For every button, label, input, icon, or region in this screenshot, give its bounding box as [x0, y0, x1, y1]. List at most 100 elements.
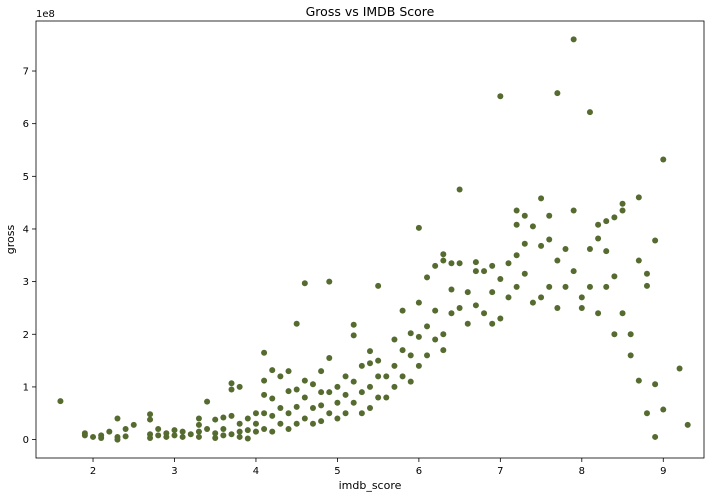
scatter-point — [309, 420, 316, 427]
y-tick-label: 0 — [23, 435, 29, 446]
scatter-point — [326, 354, 333, 361]
scatter-point — [269, 395, 276, 402]
scatter-point — [261, 349, 268, 356]
scatter-point — [586, 109, 593, 116]
scatter-point — [603, 248, 610, 255]
scatter-point — [513, 283, 520, 290]
scatter-point — [309, 404, 316, 411]
scatter-point — [603, 218, 610, 225]
scatter-point — [261, 377, 268, 384]
scatter-point — [220, 432, 227, 439]
scatter-point — [236, 428, 243, 435]
scatter-point — [546, 236, 553, 243]
scatter-point — [432, 307, 439, 314]
scatter-point — [277, 420, 284, 427]
scatter-point — [399, 347, 406, 354]
scatter-point — [309, 381, 316, 388]
scatter-point — [505, 260, 512, 267]
scatter-point — [383, 394, 390, 401]
y-tick-label: 1 — [23, 382, 29, 393]
scatter-point — [285, 388, 292, 395]
scatter-point — [244, 415, 251, 422]
scatter-point — [611, 331, 618, 338]
scatter-point — [619, 310, 626, 317]
scatter-point — [619, 207, 626, 214]
scatter-point — [342, 391, 349, 398]
scatter-point — [285, 410, 292, 417]
scatter-point — [163, 433, 170, 440]
scatter-point — [326, 389, 333, 396]
scatter-point — [375, 373, 382, 380]
scatter-point — [578, 294, 585, 301]
scatter-point — [358, 410, 365, 417]
scatter-point — [562, 245, 569, 252]
y-tick-label: 3 — [23, 277, 29, 288]
scatter-point — [554, 257, 561, 264]
scatter-point — [448, 310, 455, 317]
scatter-point — [424, 274, 431, 281]
x-tick-label: 8 — [579, 466, 585, 477]
x-tick-label: 4 — [253, 466, 259, 477]
scatter-point — [350, 332, 357, 339]
scatter-point — [171, 432, 178, 439]
scatter-point — [448, 286, 455, 293]
scatter-point — [529, 299, 536, 306]
scatter-point — [481, 310, 488, 317]
scatter-point — [652, 237, 659, 244]
scatter-point — [90, 433, 97, 440]
scatter-point — [643, 282, 650, 289]
scatter-point — [440, 251, 447, 258]
scatter-point — [98, 434, 105, 441]
scatter-point — [81, 432, 88, 439]
scatter-point — [334, 399, 341, 406]
y-axis-multiplier: 1e8 — [36, 9, 55, 20]
scatter-point — [432, 336, 439, 343]
scatter-point — [570, 268, 577, 275]
scatter-point — [415, 333, 422, 340]
scatter-point — [301, 280, 308, 287]
scatter-point — [635, 257, 642, 264]
scatter-point — [195, 415, 202, 422]
scatter-point — [415, 362, 422, 369]
scatter-point — [195, 428, 202, 435]
scatter-point — [285, 368, 292, 375]
scatter-point — [456, 304, 463, 311]
scatter-point — [643, 270, 650, 277]
x-axis-label: imdb_score — [339, 479, 402, 492]
scatter-point — [611, 273, 618, 280]
x-tick-label: 9 — [660, 466, 666, 477]
scatter-point — [538, 195, 545, 202]
scatter-point — [652, 381, 659, 388]
scatter-point — [538, 242, 545, 249]
scatter-point — [228, 380, 235, 387]
scatter-point — [521, 240, 528, 247]
scatter-point — [472, 268, 479, 275]
scatter-point — [497, 275, 504, 282]
scatter-point — [603, 283, 610, 290]
scatter-point — [595, 235, 602, 242]
scatter-point — [586, 245, 593, 252]
scatter-point — [489, 320, 496, 327]
scatter-point — [456, 186, 463, 193]
scatter-point — [432, 262, 439, 269]
scatter-point — [318, 402, 325, 409]
scatter-point — [464, 320, 471, 327]
chart-title: Gross vs IMDB Score — [306, 4, 435, 19]
scatter-point — [375, 282, 382, 289]
scatter-point — [472, 302, 479, 309]
scatter-point — [562, 283, 569, 290]
scatter-point — [415, 224, 422, 231]
scatter-point — [660, 156, 667, 163]
scatter-point — [440, 257, 447, 264]
scatter-point — [391, 336, 398, 343]
scatter-point — [179, 433, 186, 440]
y-tick-label: 5 — [23, 172, 29, 183]
x-tick-label: 2 — [90, 466, 96, 477]
scatter-point — [261, 410, 268, 417]
scatter-point — [399, 307, 406, 314]
scatter-point — [269, 367, 276, 374]
scatter-point — [521, 212, 528, 219]
scatter-point — [277, 404, 284, 411]
scatter-point — [195, 433, 202, 440]
scatter-point — [358, 389, 365, 396]
